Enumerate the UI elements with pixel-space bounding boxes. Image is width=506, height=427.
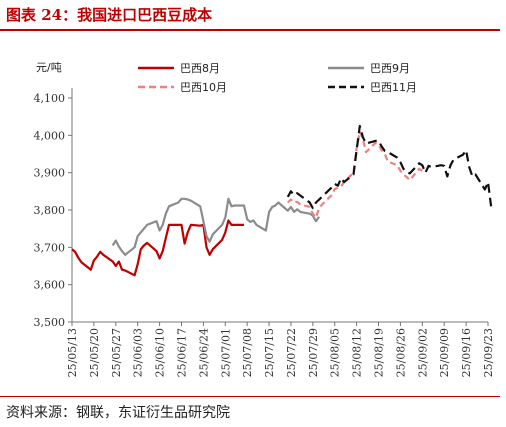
- series-line: [287, 130, 423, 219]
- series-line: [71, 219, 244, 277]
- y-axis-unit-label: 元/吨: [36, 61, 62, 74]
- x-tick-label: 25/06/24: [197, 328, 210, 377]
- y-tick-label: 4,000: [34, 129, 66, 142]
- x-tick-label: 25/06/10: [154, 328, 167, 377]
- series-line: [286, 124, 493, 210]
- x-tick-label: 25/06/17: [175, 328, 188, 377]
- x-tick-label: 25/05/13: [66, 328, 79, 377]
- y-tick-label: 4,100: [34, 92, 66, 105]
- x-tick-label: 25/06/03: [132, 328, 145, 377]
- legend-label: 巴西11月: [370, 81, 417, 94]
- title-underline: [0, 29, 500, 31]
- legend-label: 巴西10月: [180, 81, 227, 94]
- x-tick-label: 25/09/02: [416, 328, 429, 377]
- figure-source: 资料来源：钢联，东证衍生品研究院: [6, 405, 230, 421]
- y-tick-label: 3,900: [34, 167, 66, 180]
- series-line: [111, 197, 321, 256]
- legend-label: 巴西9月: [370, 62, 410, 75]
- legend-label: 巴西8月: [180, 62, 220, 75]
- figure-title: 图表 24：我国进口巴西豆成本: [6, 6, 213, 24]
- x-tick-label: 25/05/20: [88, 328, 101, 377]
- chart-axes: 3,500 3,600 3,700 3,800 3,900 4,000 4,100 25/05…: [34, 88, 495, 377]
- y-tick-label: 3,600: [34, 279, 66, 292]
- x-tick-label: 25/09/09: [438, 328, 451, 377]
- x-tick-label: 25/09/23: [482, 328, 495, 377]
- x-tick-label: 25/09/16: [460, 328, 473, 377]
- x-tick-label: 25/07/08: [241, 328, 254, 377]
- y-tick-label: 3,700: [34, 241, 66, 254]
- chart-series: [71, 124, 493, 277]
- x-tick-label: 25/07/01: [219, 328, 232, 377]
- x-tick-label: 25/05/27: [110, 328, 123, 377]
- source-divider: [0, 396, 500, 397]
- y-tick-label: 3,500: [34, 316, 66, 329]
- x-tick-label: 25/08/12: [351, 328, 364, 377]
- x-tick-label: 25/07/29: [307, 328, 320, 377]
- y-tick-label: 3,800: [34, 204, 66, 217]
- x-tick-label: 25/08/19: [373, 328, 386, 377]
- x-tick-label: 25/07/22: [285, 328, 298, 377]
- x-tick-label: 25/07/15: [263, 328, 276, 377]
- x-tick-label: 25/08/05: [329, 328, 342, 377]
- x-tick-label: 25/08/26: [394, 328, 407, 377]
